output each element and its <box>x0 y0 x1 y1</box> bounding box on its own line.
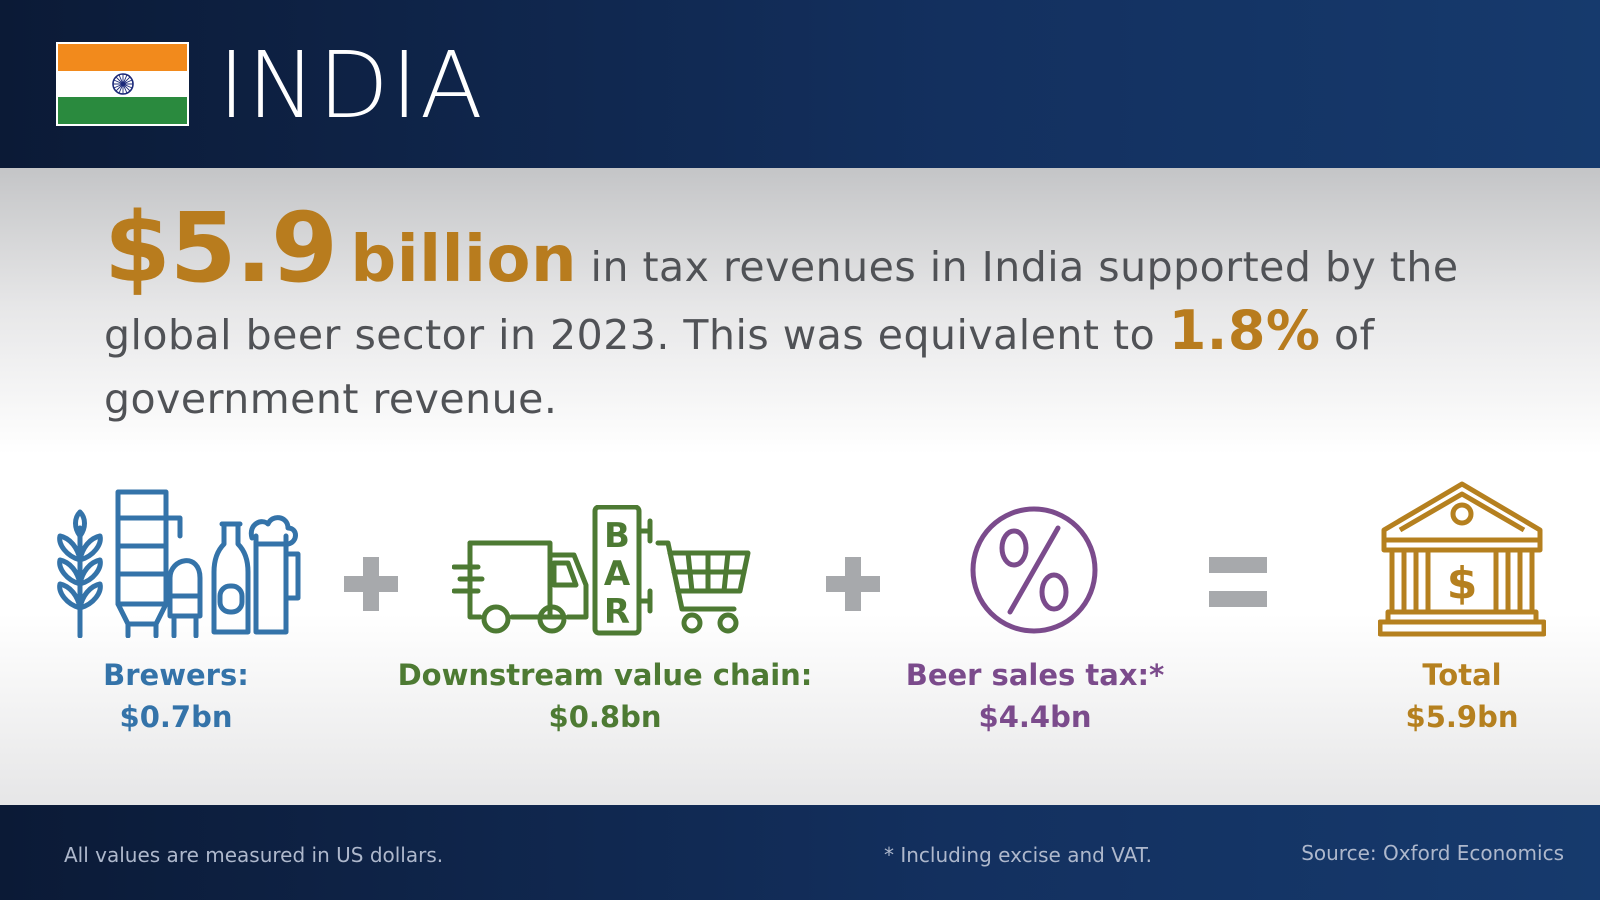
equals-icon <box>1209 557 1267 607</box>
truck-bar-cart-icon: B A R <box>452 505 751 636</box>
sales-tax-value: $4.4bn <box>978 700 1092 734</box>
svg-text:A: A <box>604 554 631 594</box>
svg-text:B: B <box>604 516 630 556</box>
country-title: INDIA <box>218 32 485 139</box>
india-flag-icon <box>56 42 189 126</box>
sales-tax-label: Beer sales tax:* $4.4bn <box>880 654 1190 738</box>
brewers-value: $0.7bn <box>119 700 233 734</box>
svg-text:$: $ <box>1447 558 1478 609</box>
footnote-currency: All values are measured in US dollars. <box>64 843 444 867</box>
headline: $5.9 billion in tax revenues in India su… <box>104 200 1524 431</box>
content-panel <box>0 168 1600 805</box>
headline-amount: $5.9 <box>104 192 338 304</box>
footnote-tax: * Including excise and VAT. <box>884 843 1152 867</box>
total-value: $5.9bn <box>1405 700 1519 734</box>
brewers-name: Brewers: <box>103 658 249 692</box>
downstream-name: Downstream value chain: <box>397 658 813 692</box>
brewery-icon <box>57 489 301 638</box>
plus-icon <box>826 557 880 611</box>
headline-text-1: in tax revenues in India supported by th… <box>104 243 1459 359</box>
svg-text:R: R <box>604 592 630 632</box>
total-label: Total $5.9bn <box>1362 654 1562 738</box>
brewers-label: Brewers: $0.7bn <box>56 654 296 738</box>
source-note: Source: Oxford Economics <box>1301 841 1564 865</box>
footer-banner: All values are measured in US dollars. *… <box>0 805 1600 900</box>
headline-unit: billion <box>350 223 577 297</box>
sales-tax-name: Beer sales tax:* <box>905 658 1165 692</box>
bank-icon: $ <box>1378 481 1546 637</box>
plus-icon <box>344 557 398 611</box>
header-banner: INDIA <box>0 0 1600 168</box>
downstream-value: $0.8bn <box>548 700 662 734</box>
headline-percent: 1.8% <box>1168 299 1321 362</box>
downstream-label: Downstream value chain: $0.8bn <box>390 654 820 738</box>
headline-text-2: of government revenue. <box>104 311 1375 423</box>
total-name: Total <box>1422 658 1502 692</box>
percent-icon <box>970 506 1098 634</box>
